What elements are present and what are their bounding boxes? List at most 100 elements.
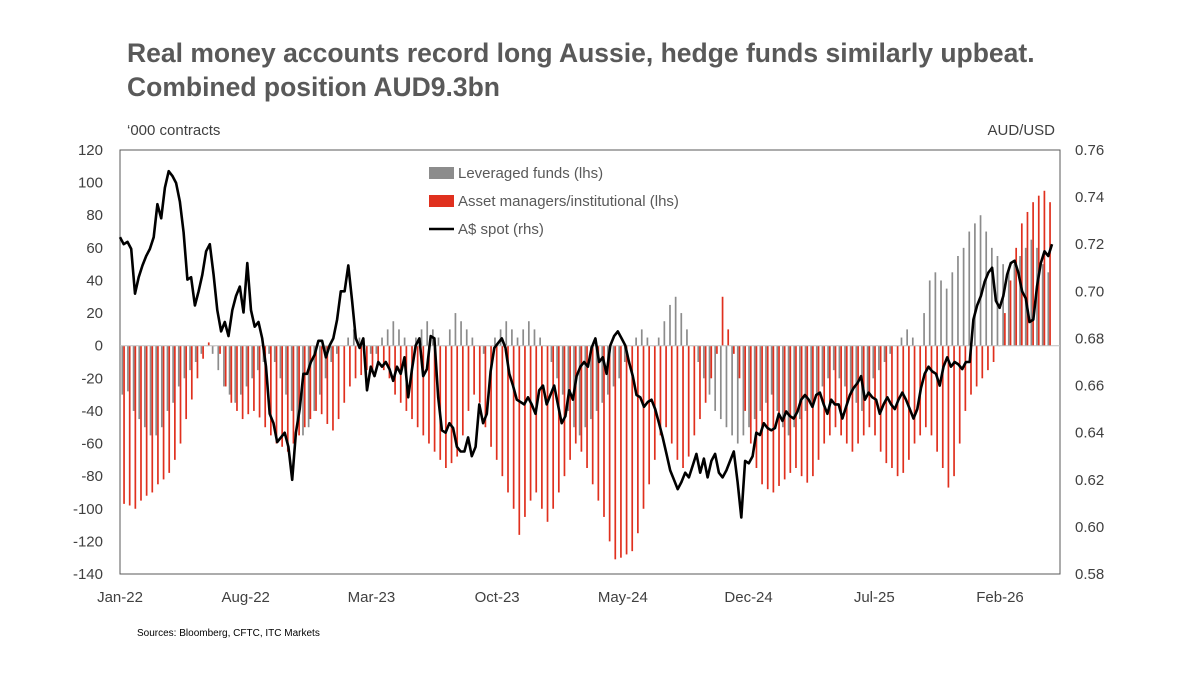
asset-managers-bar [315,345,317,411]
asset-managers-bar [987,345,989,371]
asset-managers-bar [591,345,594,485]
leveraged-funds-bar [533,329,536,346]
leveraged-funds-bar [138,345,141,420]
leveraged-funds-bar [663,321,666,346]
leveraged-funds-bar [369,345,372,354]
right-axis-tick-label: 0.76 [1075,142,1104,159]
leveraged-funds-bar [426,321,429,346]
asset-managers-bar [518,345,521,535]
asset-managers-bar [326,345,329,424]
asset-managers-bar [264,345,267,428]
asset-managers-bar [253,345,255,411]
asset-managers-bar [298,345,300,436]
asset-managers-bar [382,345,385,371]
leveraged-funds-bar [527,321,530,346]
asset-managers-bar [557,345,560,493]
asset-managers-bar [501,345,504,477]
right-axis-unit-label: AUD/USD [987,122,1055,139]
leveraged-funds-bar [669,304,671,346]
asset-managers-bar [620,345,622,558]
leveraged-funds-bar [697,345,700,362]
left-axis-tick-label: 0 [95,338,103,355]
asset-managers-bar [151,345,154,493]
x-axis-tick-label: Feb-26 [976,589,1024,606]
leveraged-funds-bar [686,329,688,346]
right-axis-tick-label: 0.70 [1075,283,1104,300]
asset-managers-bar [608,345,611,542]
asset-managers-bar [687,345,690,457]
asset-managers-bar [433,345,436,452]
asset-managers-bar [456,345,459,457]
asset-managers-bars [123,190,1051,560]
asset-managers-bar [710,345,713,379]
asset-managers-bar [202,345,204,359]
leveraged-funds-bar [217,345,220,371]
leveraged-funds-bar [708,345,711,395]
asset-managers-bar [377,345,379,362]
leveraged-funds-bar [601,345,604,403]
asset-managers-bar [428,345,430,444]
leveraged-funds-bar [460,321,462,346]
asset-managers-bar [524,345,526,517]
leveraged-funds-bar [923,313,925,346]
asset-managers-bar [874,345,876,436]
leveraged-funds-bar [375,345,378,354]
asset-managers-bar [484,345,487,428]
left-axis-tick-label: 60 [86,240,103,257]
leveraged-funds-bar [172,345,174,403]
asset-managers-bar [247,345,250,415]
aud-spot-series-line [118,169,1054,519]
asset-managers-bar [563,345,566,477]
leveraged-funds-bar [160,345,163,428]
leveraged-funds-bar [951,272,954,346]
asset-managers-bar [258,345,261,418]
asset-managers-bar [896,345,899,477]
leveraged-funds-bar [962,247,965,346]
asset-managers-bar [924,345,927,428]
asset-managers-bar [834,345,837,428]
asset-managers-bar [219,345,221,354]
asset-managers-bar [270,345,272,436]
asset-managers-bar [275,345,278,444]
leveraged-funds-bar [567,345,570,411]
leveraged-funds-bar [516,337,519,346]
leveraged-funds-bar [578,345,581,436]
asset-managers-bar [857,345,859,444]
leveraged-funds-bar [268,345,270,354]
left-axis-tick-label: 120 [78,142,103,159]
leveraged-funds-bar [889,345,892,354]
leveraged-funds-bar [911,337,914,346]
leveraged-funds-bar [228,345,231,395]
asset-managers-bar [625,345,628,555]
asset-managers-bar [631,345,634,552]
aud-spot-line [118,169,1054,519]
leveraged-funds-bar [539,337,541,346]
left-axis-tick-label: -140 [73,566,103,583]
asset-managers-bar [1032,202,1034,346]
leveraged-funds-bar [748,345,750,428]
x-axis-tick-label: Jul-25 [854,589,895,606]
leveraged-funds-bar [787,345,790,436]
asset-managers-bar [224,345,227,387]
asset-managers-bar [761,345,763,485]
leveraged-funds-bar [336,345,338,354]
leveraged-funds-bar [968,231,971,346]
leveraged-funds-bar [985,231,988,346]
leveraged-funds-bar [590,345,592,420]
leveraged-funds-bar [1030,239,1033,346]
leveraged-funds-bar [595,345,598,411]
leveraged-funds-bar [990,247,993,346]
asset-managers-bar [670,345,673,444]
x-axis-tick-label: Oct-23 [475,589,520,606]
leveraged-funds-bar [759,345,762,411]
legend-swatch-leveraged-funds [429,167,454,179]
leveraged-funds-bars [121,215,1050,444]
right-axis-tick-label: 0.74 [1075,189,1104,206]
left-axis-tick-label: -60 [81,436,103,453]
leveraged-funds-bar [1007,267,1010,346]
asset-managers-bar [320,345,323,415]
asset-managers-bar [992,345,995,362]
asset-managers-bar [162,345,165,480]
leveraged-funds-bar [1041,264,1044,346]
x-axis-tick-label: Dec-24 [724,589,772,606]
